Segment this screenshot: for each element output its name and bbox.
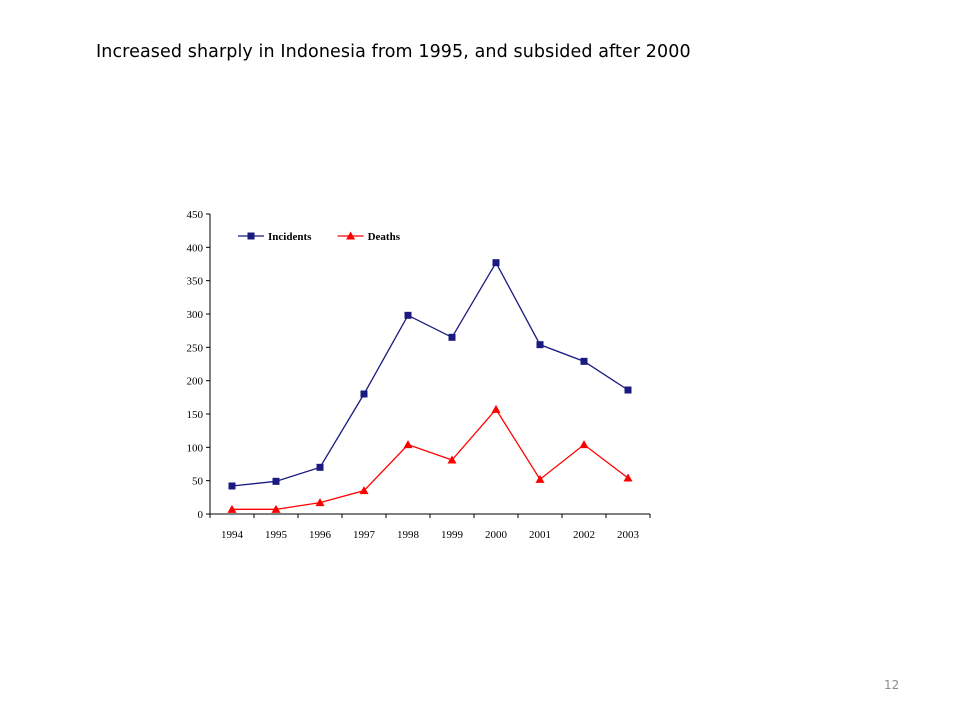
incidents-point <box>316 463 324 471</box>
chart-legend: Incidents Deaths <box>238 231 401 243</box>
deaths-point <box>535 474 545 483</box>
page-number: 12 <box>884 678 900 692</box>
y-tick-label: 200 <box>187 376 204 388</box>
x-tick-label: 1999 <box>441 529 464 541</box>
deaths-point <box>403 440 413 449</box>
y-tick-label: 300 <box>187 309 204 321</box>
incidents-point <box>492 259 500 267</box>
incidents-point <box>404 311 412 319</box>
y-tick-label: 150 <box>187 409 204 421</box>
incidents-point <box>536 341 544 349</box>
chart-series <box>227 259 633 513</box>
deaths-point <box>227 504 237 513</box>
x-tick-label: 1997 <box>353 529 376 541</box>
deaths-legend-label: Deaths <box>368 231 401 243</box>
incidents-legend-label: Incidents <box>268 231 312 243</box>
y-tick-label: 450 <box>187 209 204 221</box>
y-tick-label: 400 <box>187 242 204 254</box>
y-tick-label: 350 <box>187 276 204 288</box>
incidents-point <box>360 390 368 398</box>
deaths-legend-marker <box>346 231 356 240</box>
x-tick-label: 2001 <box>529 529 551 541</box>
deaths-point <box>271 504 281 513</box>
deaths-point <box>579 440 589 449</box>
x-tick-label: 1996 <box>309 529 332 541</box>
y-tick-label: 250 <box>187 342 204 354</box>
x-tick-label: 1995 <box>265 529 288 541</box>
x-tick-label: 2002 <box>573 529 595 541</box>
incidents-point <box>580 357 588 365</box>
incidents-point <box>624 386 632 394</box>
x-tick-label: 2000 <box>485 529 508 541</box>
x-tick-label: 1998 <box>397 529 420 541</box>
deaths-point <box>491 404 501 413</box>
line-chart: 0 50 100 150 200 250 300 350 400 450 1994 1995 1996 1… <box>187 209 651 541</box>
deaths-point <box>315 498 325 507</box>
deaths-point <box>359 486 369 495</box>
y-tick-label: 0 <box>198 509 204 521</box>
chart-axes: 0 50 100 150 200 250 300 350 400 450 1994 1995 1996 1… <box>187 209 651 541</box>
slide-title: Increased sharply in Indonesia from 1995… <box>96 42 691 62</box>
incidents-point <box>448 333 456 341</box>
y-tick-label: 50 <box>192 476 204 488</box>
y-tick-label: 100 <box>187 442 204 454</box>
incidents-series-line <box>231 261 629 487</box>
incidents-legend-marker <box>247 232 255 240</box>
x-tick-label: 1994 <box>221 529 244 541</box>
incidents-point <box>228 482 236 490</box>
x-tick-label: 2003 <box>617 529 640 541</box>
incidents-point <box>272 477 280 485</box>
deaths-point <box>623 473 633 482</box>
deaths-point <box>447 455 457 464</box>
deaths-series-line <box>232 408 629 510</box>
